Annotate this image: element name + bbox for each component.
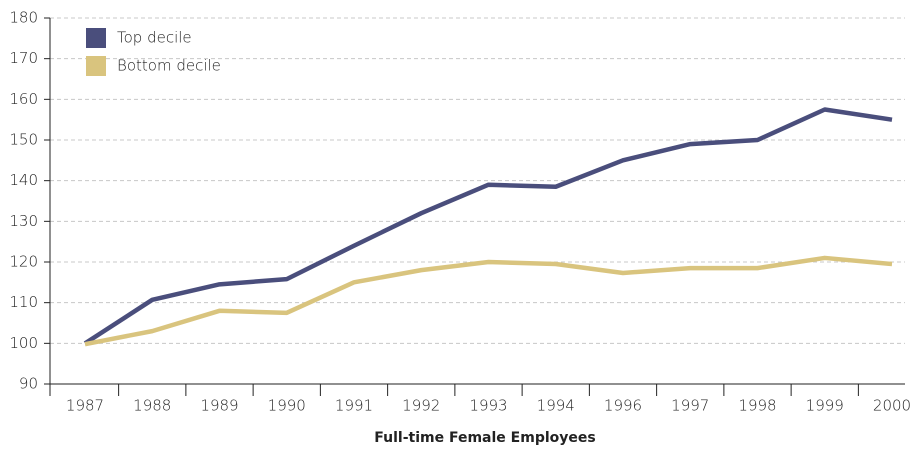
legend-swatch [86, 56, 106, 76]
y-tick-label: 180 [9, 9, 38, 27]
y-tick-label: 120 [9, 253, 38, 271]
x-tick-label: 1998 [738, 397, 776, 415]
x-tick-label: 1988 [133, 397, 171, 415]
x-tick-label: 1991 [335, 397, 373, 415]
x-tick-label: 1992 [402, 397, 440, 415]
legend-label: Bottom decile [117, 57, 221, 75]
x-tick-label: 1989 [200, 397, 238, 415]
legend-label: Top decile [117, 29, 192, 47]
x-tick-label: 1997 [671, 397, 709, 415]
y-tick-label: 160 [9, 90, 38, 108]
series-line [83, 107, 893, 346]
y-tick-label: 140 [9, 171, 38, 189]
y-tick-label: 130 [9, 212, 38, 230]
x-tick-label: 2000 [873, 397, 911, 415]
y-tick-label: 90 [19, 375, 38, 393]
x-axis-label: Full-time Female Employees [374, 430, 595, 446]
x-tick-label: 1987 [66, 397, 104, 415]
x-tick-label: 1996 [604, 397, 642, 415]
y-tick-label: 100 [9, 334, 38, 352]
x-tick-label: 1993 [469, 397, 507, 415]
x-tick-label: 1990 [268, 397, 306, 415]
y-tick-label: 150 [9, 131, 38, 149]
y-tick-label: 110 [9, 293, 38, 311]
y-tick-label: 170 [9, 49, 38, 67]
legend-swatch [86, 28, 106, 48]
x-tick-label: 1994 [537, 397, 575, 415]
x-tick-label: 1999 [806, 397, 844, 415]
series-line [84, 255, 893, 347]
